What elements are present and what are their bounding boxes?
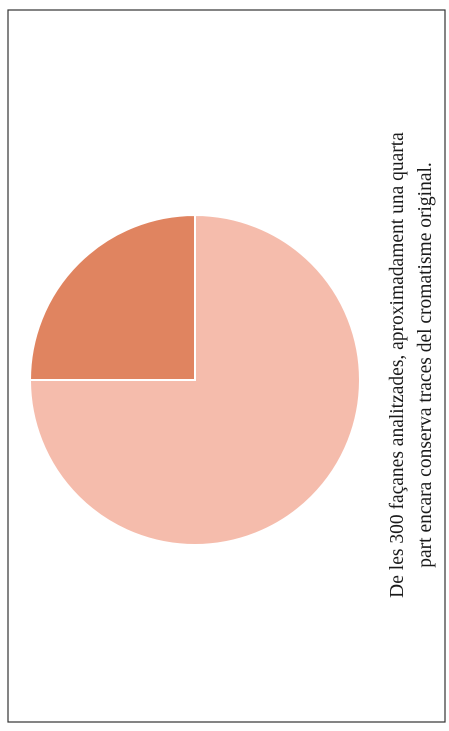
pie — [28, 213, 361, 546]
caption-line: De les 300 façanes analitzades, aproxima… — [387, 132, 408, 598]
pie-slice — [28, 213, 196, 381]
caption-line: part encara conserva traces del cromatis… — [415, 162, 436, 568]
frame — [7, 9, 446, 723]
pie-slice — [28, 213, 361, 546]
